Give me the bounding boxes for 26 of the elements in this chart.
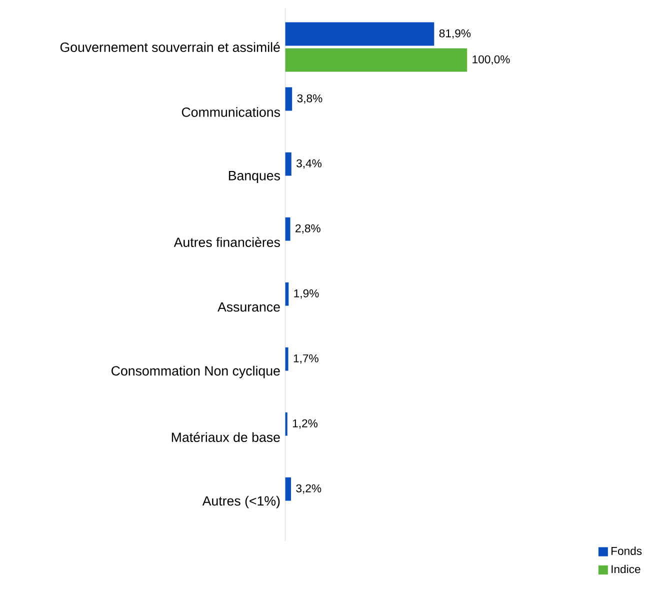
bar bbox=[285, 22, 434, 46]
bar bbox=[285, 347, 288, 371]
y-tick-label: Gouvernement souverrain et assimilé bbox=[60, 42, 280, 52]
data-label: 1,9% bbox=[294, 289, 319, 299]
data-label: 3,8% bbox=[297, 94, 322, 104]
data-label: 81,9% bbox=[439, 29, 471, 39]
data-label: 3,2% bbox=[296, 484, 322, 494]
data-label: 2,8% bbox=[296, 224, 320, 234]
bar bbox=[285, 152, 292, 176]
y-tick-label: Autres (<1%) bbox=[202, 496, 280, 508]
y-tick-label: Communications bbox=[182, 106, 280, 117]
y-tick-label: Consommation Non cyclique bbox=[112, 366, 280, 378]
legend-label: Indice bbox=[612, 564, 640, 573]
bar bbox=[285, 477, 292, 501]
bar bbox=[285, 217, 290, 241]
data-label: 1,2% bbox=[292, 419, 318, 429]
legend-label: Fonds bbox=[612, 546, 642, 555]
y-tick-label: Matériaux de base bbox=[172, 432, 280, 442]
bar bbox=[285, 48, 468, 72]
y-tick-label: Assurance bbox=[218, 302, 280, 312]
y-tick-label: Banques bbox=[228, 170, 280, 183]
y-tick-label: Autres financières bbox=[174, 236, 280, 247]
bar bbox=[285, 87, 292, 111]
data-label: 100,0% bbox=[472, 55, 510, 65]
data-label: 3,4% bbox=[296, 159, 322, 169]
data-label: 1,7% bbox=[294, 354, 318, 364]
